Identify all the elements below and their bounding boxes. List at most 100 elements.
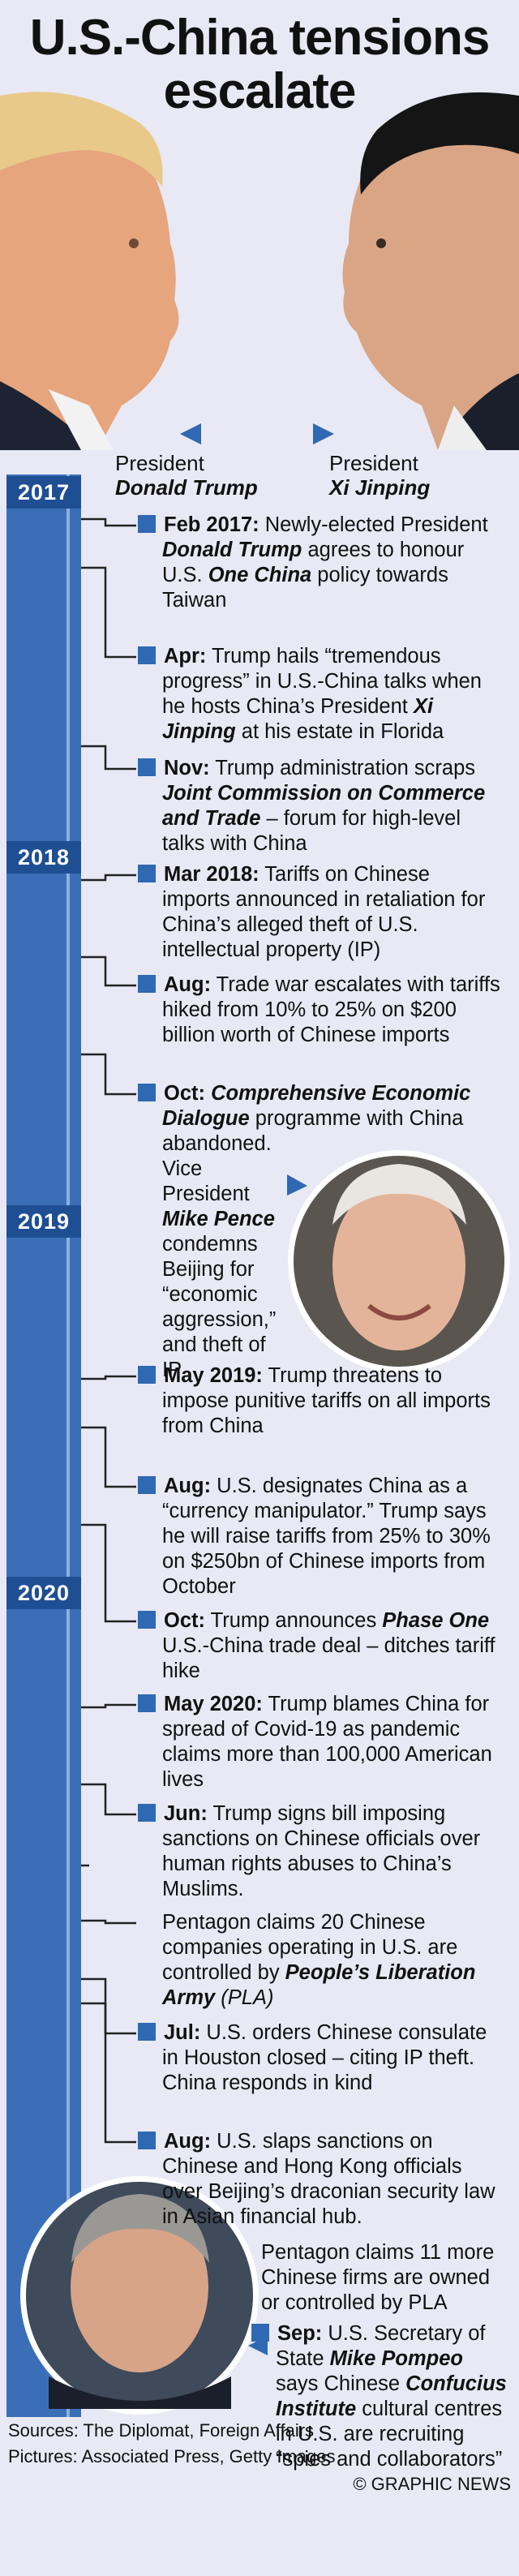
event-text: Pentagon claims 20 Chinese companies ope… [162,1911,458,1984]
event-paragraph: Nov: Trump administration scraps Joint C… [138,756,503,857]
bullet [138,758,156,776]
role: President [115,451,204,475]
event-text: Mar 2018: [164,863,260,886]
event-text: Feb 2017: [164,513,260,536]
event: Jul: U.S. orders Chinese consulate in Ho… [138,2020,503,2096]
role: President [329,451,418,475]
event-text: Vice President [162,1157,250,1205]
event-paragraph: May 2019: Trump threatens to impose puni… [138,1363,503,1439]
event-text: One China [208,564,312,586]
xi-portrait [342,92,519,450]
event-text: Trump hails “tremendous progress” in U.S… [162,645,482,718]
credit: © GRAPHIC NEWS [353,2474,511,2494]
pompeo-photo [20,2176,268,2415]
event-text: (PLA) [215,1986,274,2009]
year-label: 2018 [17,845,71,869]
connector [81,1053,136,1096]
name: Donald Trump [115,475,258,500]
connector [81,745,136,771]
pointer [313,423,334,444]
event-text: Pentagon claims 11 more Chinese firms ar… [261,2241,495,2314]
event-text: condemns Beijing for “economic aggressio… [162,1233,277,1381]
event: May 2019: Trump threatens to impose puni… [138,1363,503,1439]
year-band [6,476,81,509]
event: Aug: Trade war escalates with tariffs hi… [138,972,503,1048]
event-text: says Chinese [276,2372,406,2395]
event-text: Mike Pompeo [329,2347,464,2370]
event-paragraph: Sep: U.S. Secretary of State Mike Pompeo… [251,2321,511,2472]
event-text: Aug: [164,973,212,996]
event-text: programme with China abandoned. [162,1107,464,1155]
event-text: Trump announces [205,1609,383,1632]
event-paragraph: Aug: U.S. slaps sanctions on Chinese and… [138,2129,503,2230]
event-text: agrees to honour U.S. [162,539,465,586]
sources: Sources: The Diplomat, Foreign Affairs [8,2420,315,2441]
event-text: U.S. Secretary of State [276,2322,486,2370]
bullet [138,1084,156,1101]
connector [81,1783,136,1816]
year-band [6,841,81,874]
bullet [138,2023,156,2041]
bullet [138,1694,156,1712]
portrait-label: President Donald Trump [115,451,258,500]
connector [81,566,136,659]
event-text: Mike Pence [162,1208,275,1230]
year-band [6,1577,81,1609]
year-label: 2017 [17,480,71,504]
event-paragraph: Oct: Comprehensive Economic Dialogue pro… [138,1081,503,1157]
event-text: Nov: [164,757,210,779]
event-paragraph: Apr: Trump hails “tremendous progress” i… [138,644,503,745]
event-paragraph: Pentagon claims 11 more Chinese firms ar… [261,2240,504,2316]
event-text: Phase One [382,1609,490,1632]
event-text: U.S. designates China as a “currency man… [162,1475,491,1598]
event: Mar 2018: Tariffs on Chinese imports ann… [138,862,503,963]
bullet [138,1611,156,1629]
bullet [138,646,156,664]
event-text: Sep: [277,2322,323,2345]
timeline-stripe [66,474,70,2417]
pointer [180,423,201,444]
event-text: U.S. slaps sanctions on Chinese and Hong… [162,2130,495,2228]
connector [81,517,136,527]
event-paragraph: Oct: Trump announces Phase One U.S.-Chin… [138,1608,503,1684]
connector [81,1523,136,1623]
connector [81,1426,136,1488]
year-band [6,1205,81,1238]
bullet [138,975,156,993]
event-text: May 2020: [164,1693,263,1715]
year-label: 2020 [17,1581,71,1605]
event-text: Trump signs bill imposing sanctions on C… [162,1802,481,1900]
event-paragraph: Aug: Trade war escalates with tariffs hi… [138,972,503,1048]
bullet [138,515,156,533]
event-paragraph: Vice President Mike Pence condemns Beiji… [162,1157,503,1383]
event-text: Newly-elected President [259,513,488,536]
event-text: Jul: [164,2021,201,2044]
connector [81,1919,136,1925]
event-text: Donald Trump [162,539,302,561]
event-text: People’s Liberation Army [162,1961,476,2009]
float-spacer [282,1157,503,1370]
title: U.S.-China tensions escalate [29,10,491,119]
event: Apr: Trump hails “tremendous progress” i… [138,644,503,745]
event-text: U.S. orders Chinese consulate in Houston… [162,2021,487,2094]
event: Jun: Trump signs bill imposing sanctions… [138,1801,503,1902]
event: Feb 2017: Newly-elected President Donald… [138,513,503,613]
event-text: policy towards Taiwan [162,564,448,612]
connector [81,2002,136,2144]
event-text: Trump blames China for spread of Covid-1… [162,1693,492,1791]
event-text: Oct: [164,1609,205,1632]
connector [81,955,136,987]
event-text: Trump threatens to impose punitive tarif… [162,1364,491,1437]
event-paragraph: Jul: U.S. orders Chinese consulate in Ho… [138,2020,503,2096]
event-paragraph: Feb 2017: Newly-elected President Donald… [138,513,503,613]
trump-portrait [0,92,179,451]
event-text: Confucius Institute [276,2372,507,2420]
name: Xi Jinping [329,475,431,500]
event-text: Aug: [164,2130,212,2153]
connector [81,1977,136,2035]
event-paragraph: Aug: U.S. designates China as a “currenc… [138,1474,503,1599]
bullet [138,1804,156,1822]
